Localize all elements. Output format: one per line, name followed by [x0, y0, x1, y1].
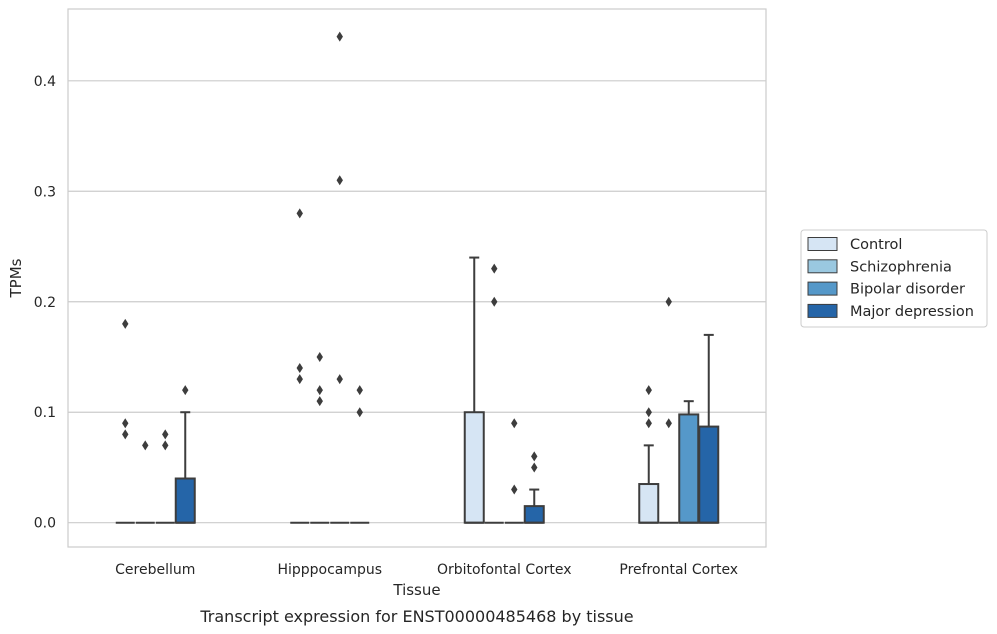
- y-tick-label: 0.0: [34, 516, 56, 532]
- y-tick-label: 0.2: [34, 295, 56, 311]
- box-group: [135, 440, 155, 524]
- legend-swatch: [807, 259, 838, 274]
- outlier-point: [316, 351, 323, 362]
- x-axis-label: Tissue: [392, 581, 440, 599]
- outlier-point: [491, 296, 498, 307]
- legend-label: Schizophrenia: [850, 259, 952, 275]
- outlier-point: [531, 462, 538, 473]
- outlier-point: [296, 208, 303, 219]
- legend-swatch: [807, 281, 838, 296]
- box-group: [155, 429, 175, 524]
- box-group: [330, 31, 350, 524]
- y-axis-label: TPMs: [7, 258, 25, 298]
- outlier-point: [356, 407, 363, 418]
- outlier-point: [316, 385, 323, 396]
- box-group: [484, 263, 504, 524]
- legend-items: Control Schizophrenia Bipolar disorder Majo…: [807, 237, 974, 320]
- box: [678, 413, 700, 524]
- box: [463, 411, 485, 524]
- legend-label: Control: [850, 237, 902, 253]
- outlier-point: [336, 31, 343, 42]
- outlier-point: [122, 418, 129, 429]
- outlier-point: [122, 429, 129, 440]
- legend-swatch: [807, 237, 838, 251]
- outlier-point: [665, 418, 672, 429]
- legend-frame: [800, 229, 988, 328]
- x-tick-label: Hipppocampus: [277, 562, 382, 578]
- x-tick-label: Orbitofontal Cortex: [437, 562, 572, 578]
- outlier-point: [336, 374, 343, 385]
- legend-swatch: [807, 303, 838, 318]
- legend-label: Major depression: [850, 304, 974, 320]
- y-tick-label: 0.1: [34, 405, 56, 421]
- outlier-point: [336, 175, 343, 186]
- box-group: [350, 385, 370, 524]
- outlier-point: [645, 385, 652, 396]
- outlier-point: [162, 429, 169, 440]
- x-tick-label: Cerebellum: [115, 562, 195, 578]
- x-tick-label: Prefrontal Cortex: [619, 562, 738, 578]
- box: [174, 477, 196, 524]
- box-group: [504, 418, 524, 524]
- box-group: [523, 451, 545, 524]
- box: [523, 505, 545, 524]
- outlier-point: [531, 451, 538, 462]
- y-tick-labels: 0.0 0.1 0.2 0.3 0.4: [34, 74, 56, 532]
- outlier-point: [511, 418, 518, 429]
- plot-frame: [67, 8, 767, 548]
- box: [698, 425, 720, 524]
- gridlines: [68, 80, 766, 524]
- box-group: [463, 256, 485, 524]
- legend-label: Bipolar disorder: [850, 282, 965, 298]
- outlier-point: [162, 440, 169, 451]
- outlier-point: [296, 363, 303, 374]
- outlier-point: [645, 407, 652, 418]
- outlier-point: [296, 374, 303, 385]
- boxes: [115, 31, 720, 524]
- x-tick-labels: Cerebellum Hipppocampus Orbitofontal Corte…: [115, 562, 738, 578]
- outlier-point: [491, 263, 498, 274]
- box-group: [174, 385, 196, 524]
- outlier-point: [182, 385, 189, 396]
- outlier-point: [356, 385, 363, 396]
- box: [638, 483, 660, 524]
- outlier-point: [142, 440, 149, 451]
- box-group: [310, 351, 330, 524]
- outlier-point: [122, 318, 129, 329]
- outlier-point: [665, 296, 672, 307]
- box-group: [290, 208, 310, 524]
- outlier-point: [645, 418, 652, 429]
- box-group: [659, 296, 679, 524]
- box-group: [115, 318, 135, 524]
- box-group: [698, 333, 720, 524]
- chart-caption: Transcript expression for ENST0000048546…: [199, 607, 633, 626]
- box-group: [678, 400, 700, 524]
- y-tick-label: 0.3: [34, 184, 56, 200]
- outlier-point: [316, 396, 323, 407]
- y-tick-label: 0.4: [34, 74, 56, 90]
- box-group: [638, 385, 660, 524]
- outlier-point: [511, 484, 518, 495]
- legend: Control Schizophrenia Bipolar disorder Majo…: [800, 229, 988, 328]
